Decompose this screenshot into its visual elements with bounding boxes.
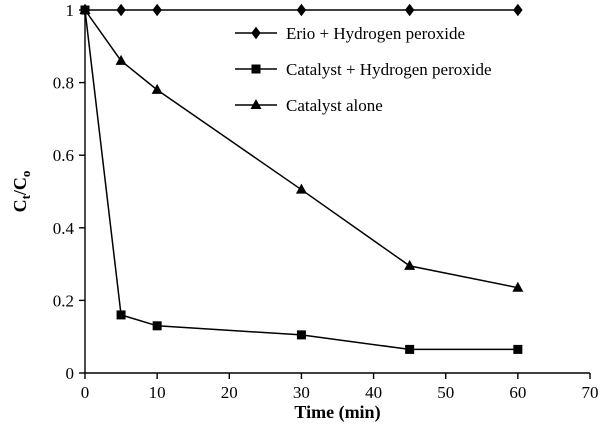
diamond-marker bbox=[513, 3, 523, 17]
legend-label: Catalyst alone bbox=[286, 96, 383, 115]
square-marker bbox=[405, 344, 415, 354]
x-axis-label: Time (min) bbox=[294, 402, 380, 423]
triangle-marker bbox=[512, 281, 524, 292]
legend-label: Erio + Hydrogen peroxide bbox=[286, 24, 465, 43]
triangle-marker bbox=[115, 54, 127, 65]
triangle-marker bbox=[250, 99, 262, 109]
diamond-marker bbox=[116, 3, 126, 17]
series-line-square bbox=[84, 9, 518, 351]
diamond-marker bbox=[251, 26, 261, 40]
y-tick-label: 0.2 bbox=[53, 291, 74, 310]
series-line-triangle bbox=[84, 9, 519, 289]
x-tick-label: 50 bbox=[437, 383, 454, 402]
y-axis-label: Ct/Co bbox=[10, 171, 33, 213]
x-tick-label: 0 bbox=[81, 383, 90, 402]
triangle-marker bbox=[151, 83, 163, 94]
x-tick-label: 10 bbox=[149, 383, 166, 402]
x-tick-label: 20 bbox=[221, 383, 238, 402]
y-tick-label: 0.8 bbox=[53, 74, 74, 93]
triangle-marker bbox=[295, 183, 307, 194]
x-tick-label: 30 bbox=[293, 383, 310, 402]
diamond-marker bbox=[296, 3, 307, 17]
square-marker bbox=[152, 321, 162, 331]
x-tick-label: 40 bbox=[365, 383, 382, 402]
x-tick-label: 70 bbox=[582, 383, 599, 402]
diamond-marker bbox=[404, 3, 415, 17]
y-tick-label: 0 bbox=[66, 364, 75, 383]
square-marker bbox=[116, 310, 126, 320]
y-tick-label: 0.6 bbox=[53, 146, 74, 165]
x-tick-label: 60 bbox=[509, 383, 526, 402]
square-marker bbox=[513, 344, 523, 354]
square-marker bbox=[251, 64, 261, 74]
y-tick-label: 1 bbox=[66, 1, 75, 20]
square-marker bbox=[296, 330, 306, 340]
diamond-marker bbox=[152, 3, 162, 17]
y-tick-label: 0.4 bbox=[53, 219, 75, 238]
triangle-marker bbox=[404, 259, 416, 270]
triangle-marker bbox=[79, 4, 91, 14]
legend-label: Catalyst + Hydrogen peroxide bbox=[286, 60, 492, 79]
